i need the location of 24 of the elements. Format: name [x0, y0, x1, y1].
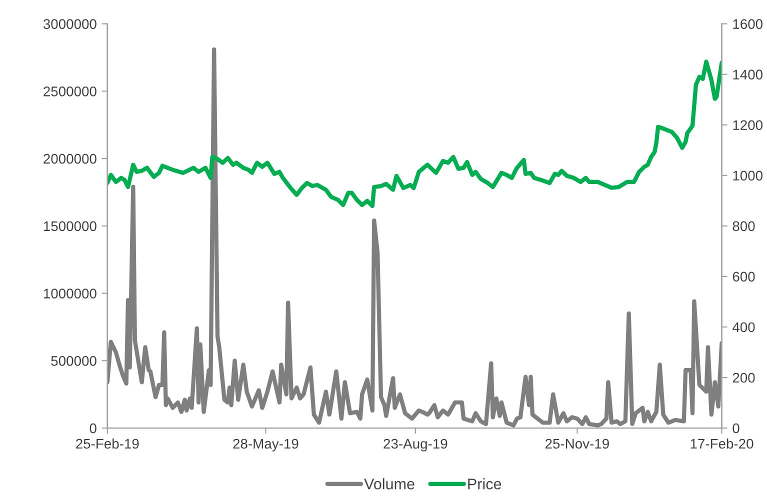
y-tick-label: 1500000	[44, 221, 96, 232]
y2-tick-label: 1400	[733, 70, 763, 80]
y-tick-label: 2500000	[44, 86, 96, 96]
y2-tick-label: 200	[732, 372, 755, 383]
legend-label: Price	[468, 478, 502, 490]
y2-tick-label: 1600	[733, 19, 763, 29]
y2-tick-label: 600	[732, 272, 755, 282]
y-tick-label: 3000000	[43, 19, 96, 29]
y-tick-label: 500000	[51, 356, 96, 366]
y2-tick-label: 800	[732, 221, 755, 232]
line-series	[107, 60, 722, 208]
legend-label: Volume	[364, 478, 414, 490]
x-tick-label: 25-Feb-19	[76, 438, 139, 449]
x-tick-label: 23-Aug-19	[384, 438, 448, 452]
x-tick-label: 28-May-19	[233, 438, 298, 452]
y2-tick-label: 1000	[733, 170, 763, 181]
y2-tick-label: 0	[732, 423, 740, 434]
x-tick-label: 17-Feb-20	[690, 438, 754, 449]
x-tick-label: 25-Nov-19	[545, 438, 609, 449]
y-tick-label: 1000000	[44, 288, 96, 298]
y2-tick-label: 1200	[733, 120, 763, 130]
y-tick-label: 0	[90, 423, 96, 434]
y2-tick-label: 400	[732, 322, 755, 332]
y-tick-label: 2000000	[44, 154, 96, 164]
